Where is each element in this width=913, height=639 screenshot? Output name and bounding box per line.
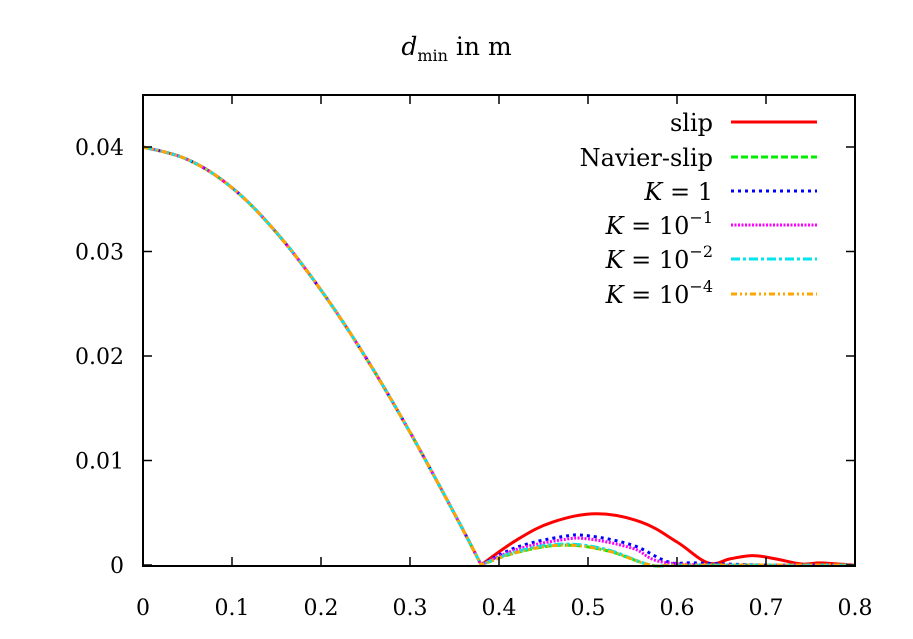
- x-tick-label: 0.8: [838, 596, 873, 621]
- legend-label-4: K = 10−2: [605, 242, 713, 274]
- legend-label-3: K = 10−1: [605, 208, 713, 240]
- series-line-1: [142, 145, 855, 568]
- y-tick-label: 0.02: [75, 345, 124, 370]
- title-symbol: d: [401, 32, 418, 61]
- y-tick-label: 0.01: [75, 450, 124, 475]
- y-tick-label: 0: [110, 554, 124, 579]
- y-tick-label: 0.04: [75, 136, 124, 161]
- x-tick-label: 0: [136, 596, 150, 621]
- x-tick-label: 0.3: [393, 596, 428, 621]
- plot-frame: [142, 94, 856, 567]
- axis-ticks: 0 0.1 0.2 0.3 0.4 0.5 0.6 0.7 0.8 0 0.01 0.02 0.03 0.…: [75, 95, 873, 621]
- legend-label-5: K = 10−4: [605, 277, 713, 309]
- series-line-2: [142, 145, 856, 567]
- series-line-4: [142, 145, 855, 568]
- plot-lines: [142, 145, 856, 568]
- legend: slip Navier-slip K = 1K = 10−1K = 10−2K = …: [580, 109, 817, 309]
- x-tick-label: 0.2: [304, 596, 339, 621]
- y-tick-label: 0.03: [75, 241, 124, 266]
- title-subscript: min: [417, 46, 448, 65]
- x-tick-label: 0.7: [749, 596, 784, 621]
- x-tick-label: 0.6: [660, 596, 695, 621]
- x-tick-label: 0.4: [482, 596, 517, 621]
- legend-label-0: slip: [670, 109, 713, 137]
- x-tick-label: 0.5: [571, 596, 606, 621]
- x-tick-label: 0.1: [215, 596, 250, 621]
- chart-title: dmin in m: [0, 32, 913, 65]
- series-line-3: [142, 145, 856, 567]
- series-line-0: [142, 145, 856, 567]
- legend-label-1: Navier-slip: [580, 144, 713, 172]
- legend-label-2: K = 1: [643, 178, 713, 206]
- series-line-5: [142, 145, 855, 568]
- title-suffix: in m: [447, 32, 512, 61]
